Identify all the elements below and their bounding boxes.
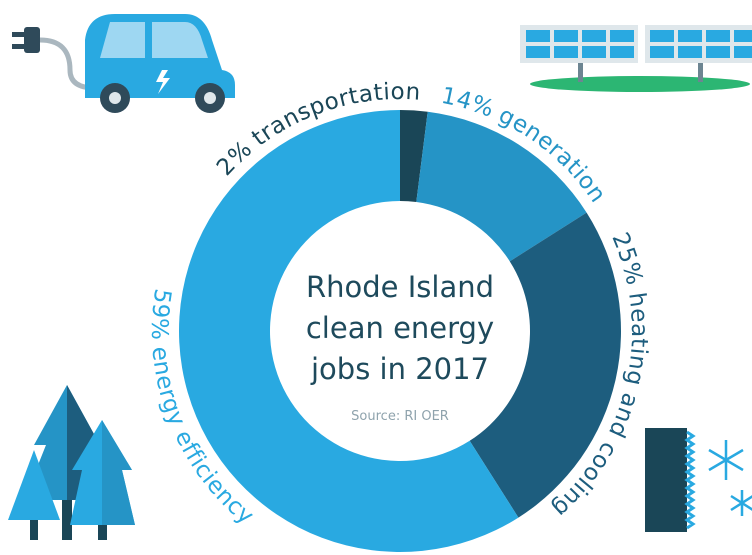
trees-icon: [8, 385, 135, 540]
solar-icon: [520, 25, 752, 92]
car-icon: [12, 14, 235, 113]
cold-icon: [645, 428, 752, 532]
subtitle: Source: RI OER: [351, 409, 449, 424]
title-line: clean energy: [306, 311, 494, 345]
title-line: Rhode Island: [306, 270, 494, 304]
chart: Rhode Island clean energy jobs in 2017 S…: [0, 0, 752, 555]
title-line: jobs in 2017: [310, 352, 489, 386]
value-label: 59%: [146, 287, 176, 341]
